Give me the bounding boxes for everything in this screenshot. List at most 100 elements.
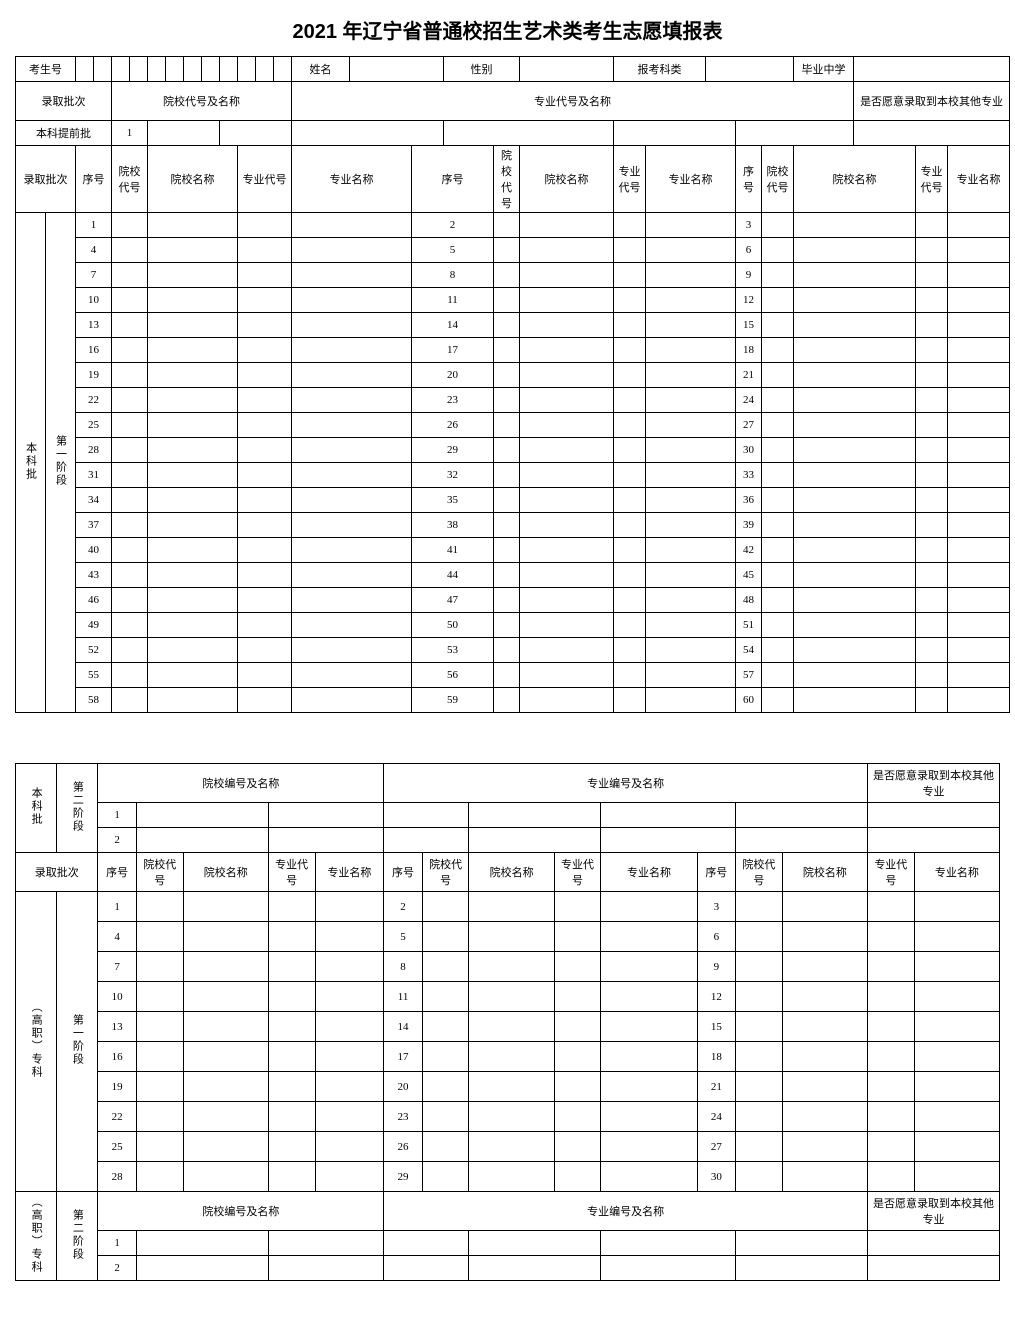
seq-cell: 18 <box>697 1042 735 1072</box>
seq-cell: 55 <box>76 663 112 688</box>
seq-cell: 37 <box>76 513 112 538</box>
hdr-scode-3: 院校代号 <box>762 146 794 213</box>
voc2-label-v: （高职）专科 <box>16 1192 57 1281</box>
table-row: 282930 <box>16 438 1010 463</box>
label-agree-other: 是否愿意录取到本校其他专业 <box>854 82 1010 121</box>
bk2-row1: 1 <box>16 803 1000 828</box>
bk2-seq2: 2 <box>98 828 136 853</box>
seq-cell: 8 <box>384 952 422 982</box>
seq-cell: 8 <box>412 263 494 288</box>
table-row: 525354 <box>16 638 1010 663</box>
seq-cell: 59 <box>412 688 494 713</box>
seq-cell: 50 <box>412 613 494 638</box>
v-scode-3: 院校代号 <box>736 853 783 892</box>
table-row: 101112 <box>16 982 1000 1012</box>
v-sname-1: 院校名称 <box>183 853 268 892</box>
seq-cell: 57 <box>736 663 762 688</box>
voc2-row1: 1 <box>16 1231 1000 1256</box>
seq-cell: 1 <box>98 892 136 922</box>
seq-cell: 19 <box>98 1072 136 1102</box>
seq-cell: 19 <box>76 363 112 388</box>
seq-cell: 21 <box>697 1072 735 1102</box>
label-early: 本科提前批 <box>16 121 112 146</box>
seq-cell: 41 <box>412 538 494 563</box>
seq-cell: 7 <box>98 952 136 982</box>
seq-cell: 60 <box>736 688 762 713</box>
seq-cell: 27 <box>697 1132 735 1162</box>
v-seq-2: 序号 <box>384 853 422 892</box>
table-row: 192021 <box>16 1072 1000 1102</box>
table-row: 222324 <box>16 1102 1000 1132</box>
v-scode-1: 院校代号 <box>136 853 183 892</box>
upper-table: 考生号 姓名 性别 报考科类 毕业中学 录取批次 院校代号及名称 专业代号及名称… <box>15 56 1010 713</box>
voc2-schoolno: 院校编号及名称 <box>98 1192 384 1231</box>
table-row: 101112 <box>16 288 1010 313</box>
seq-cell: 48 <box>736 588 762 613</box>
table-row: 404142 <box>16 538 1010 563</box>
seq-cell: 26 <box>412 413 494 438</box>
seq-cell: 15 <box>697 1012 735 1042</box>
label-stage2-v: 第二阶段 <box>57 764 98 853</box>
v-seq-1: 序号 <box>98 853 136 892</box>
table-row: 55 56 57 <box>16 663 1010 688</box>
v-mcode-3: 专业代号 <box>867 853 914 892</box>
bk2-agree: 是否愿意录取到本校其他专业 <box>867 764 999 803</box>
seq-cell: 6 <box>736 238 762 263</box>
table-row: 131415 <box>16 313 1010 338</box>
seq-cell: 10 <box>76 288 112 313</box>
table-row: 161718 <box>16 338 1010 363</box>
batch-header: 录取批次 院校代号及名称 专业代号及名称 是否愿意录取到本校其他专业 <box>16 82 1010 121</box>
seq-cell: 28 <box>76 438 112 463</box>
voc2-seq2: 2 <box>98 1256 136 1281</box>
seq-cell: 49 <box>76 613 112 638</box>
seq-cell: 1 <box>76 213 112 238</box>
table-row: 585960 <box>16 688 1010 713</box>
seq-cell: 25 <box>76 413 112 438</box>
seq-cell: 47 <box>412 588 494 613</box>
seq-cell: 42 <box>736 538 762 563</box>
hdr-sname-1: 院校名称 <box>148 146 238 213</box>
label-major-code-name: 专业代号及名称 <box>292 82 854 121</box>
undergrad-label-v: 本科批 <box>16 213 46 713</box>
v-seq-3: 序号 <box>697 853 735 892</box>
voc2-stage2-v: 第二阶段 <box>57 1192 98 1281</box>
bk2-seq1: 1 <box>98 803 136 828</box>
seq-cell: 29 <box>384 1162 422 1192</box>
hdr-seq-1: 序号 <box>76 146 112 213</box>
early-row: 本科提前批 1 <box>16 121 1010 146</box>
seq-cell: 11 <box>384 982 422 1012</box>
seq-cell: 25 <box>98 1132 136 1162</box>
hdr-batch2: 录取批次 <box>16 146 76 213</box>
v-sname-3: 院校名称 <box>782 853 867 892</box>
v-mcode-2: 专业代号 <box>554 853 601 892</box>
early-seq: 1 <box>112 121 148 146</box>
seq-cell: 2 <box>384 892 422 922</box>
table-row: 456 <box>16 238 1010 263</box>
hdr-seq-3: 序号 <box>736 146 762 213</box>
table-row: 789 <box>16 952 1000 982</box>
seq-cell: 35 <box>412 488 494 513</box>
table-row: 434445 <box>16 563 1010 588</box>
table-row: 131415 <box>16 1012 1000 1042</box>
lower-table: 本科批 第二阶段 院校编号及名称 专业编号及名称 是否愿意录取到本校其他专业 1… <box>15 763 1000 1281</box>
table-row: 252627 <box>16 1132 1000 1162</box>
table-row: 222324 <box>16 388 1010 413</box>
v-sname-2: 院校名称 <box>469 853 554 892</box>
seq-cell: 36 <box>736 488 762 513</box>
seq-cell: 24 <box>736 388 762 413</box>
seq-cell: 15 <box>736 313 762 338</box>
label-gender: 性别 <box>444 57 520 82</box>
v-mcode-1: 专业代号 <box>268 853 315 892</box>
hdr-scode-1: 院校代号 <box>112 146 148 213</box>
seq-cell: 45 <box>736 563 762 588</box>
seq-cell: 7 <box>76 263 112 288</box>
seq-cell: 56 <box>412 663 494 688</box>
seq-cell: 43 <box>76 563 112 588</box>
v-scode-2: 院校代号 <box>422 853 469 892</box>
seq-cell: 39 <box>736 513 762 538</box>
seq-cell: 16 <box>98 1042 136 1072</box>
seq-cell: 54 <box>736 638 762 663</box>
voc2-row2: 2 <box>16 1256 1000 1281</box>
table-row: 789 <box>16 263 1010 288</box>
voc2-majorno: 专业编号及名称 <box>384 1192 868 1231</box>
